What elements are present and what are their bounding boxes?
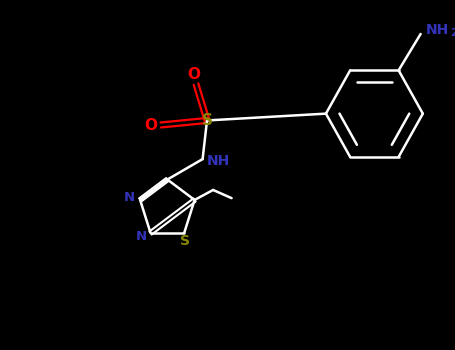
Text: N: N xyxy=(124,191,135,204)
Text: NH: NH xyxy=(426,23,449,37)
Text: NH: NH xyxy=(207,154,230,168)
Text: S: S xyxy=(202,113,212,128)
Text: N: N xyxy=(135,230,147,243)
Text: S: S xyxy=(180,234,190,248)
Text: 2: 2 xyxy=(450,28,455,38)
Text: O: O xyxy=(145,118,157,133)
Text: O: O xyxy=(187,66,200,82)
